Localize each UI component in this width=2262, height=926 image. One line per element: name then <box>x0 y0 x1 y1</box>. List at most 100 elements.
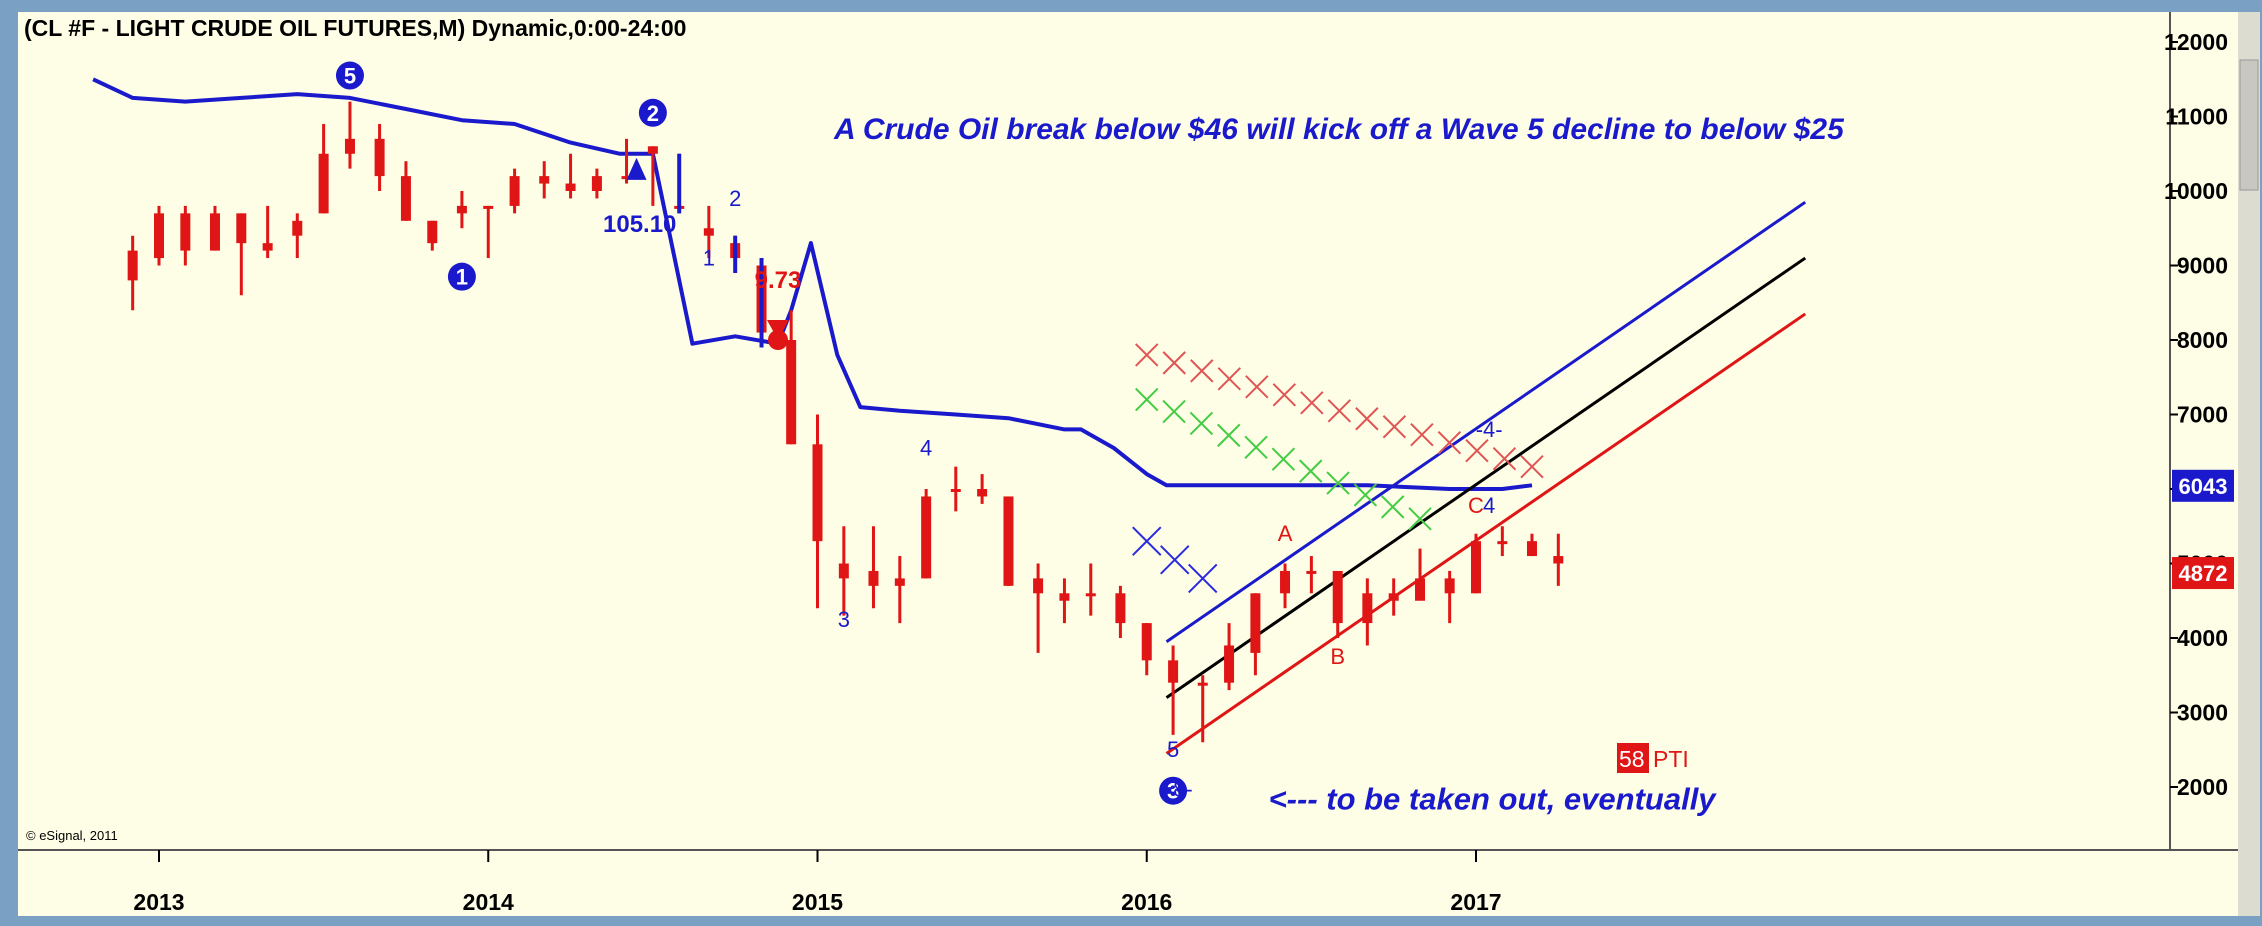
x-marker <box>1245 375 1269 399</box>
x-marker <box>1326 471 1350 495</box>
x-marker <box>1189 411 1214 436</box>
candle-body <box>1497 541 1508 545</box>
pti-label: PTI <box>1653 746 1689 772</box>
x-marker <box>1217 367 1242 391</box>
x-tick-label: 2014 <box>463 889 514 915</box>
wave-label: 5 <box>1167 737 1179 762</box>
price-label: 105.10 <box>603 211 676 238</box>
candle-body <box>1362 593 1373 624</box>
wave-circle <box>638 98 667 127</box>
x-marker <box>1135 343 1159 367</box>
price-tag-box <box>2172 557 2234 590</box>
candle-body <box>236 213 247 244</box>
candle-body <box>1141 623 1152 661</box>
y-tick-label: 4000 <box>2177 625 2228 651</box>
wave-label: 8- <box>1173 777 1193 802</box>
x-marker <box>1160 545 1190 575</box>
candle-body <box>374 138 385 177</box>
wave-circle <box>1159 776 1188 805</box>
candle-body <box>1197 682 1208 686</box>
pti-box <box>1617 743 1649 773</box>
candle-body <box>509 176 520 206</box>
candle-body <box>1085 593 1096 597</box>
candle-body <box>292 220 303 236</box>
x-marker <box>1272 383 1297 407</box>
candle-body <box>894 578 905 586</box>
candle-body <box>209 213 220 251</box>
wave-label: -4- <box>1476 417 1503 442</box>
candle-body <box>427 220 438 244</box>
x-marker <box>1300 391 1324 415</box>
candle-body <box>1059 593 1070 601</box>
candle-body <box>977 489 988 497</box>
x-marker <box>1190 359 1214 383</box>
wave-label: 4 <box>920 435 932 460</box>
channel-line-upper <box>1165 200 1807 643</box>
candle-body <box>812 444 823 542</box>
y-axis-panel <box>2170 12 2238 850</box>
y-tick-label: 12000 <box>2164 29 2228 55</box>
chart-title: (CL #F - LIGHT CRUDE OIL FUTURES,M) Dyna… <box>24 15 686 41</box>
wave-circle-label: 3 <box>1167 779 1179 804</box>
x-marker <box>1355 407 1379 431</box>
x-tick-label: 2017 <box>1450 889 1501 915</box>
candle-body <box>621 176 632 180</box>
trend-line <box>92 77 1533 491</box>
wave-label: B <box>1330 644 1345 669</box>
candle-body <box>1444 578 1455 594</box>
x-marker <box>1135 387 1159 412</box>
candle-body <box>786 340 797 445</box>
candle-body <box>1280 570 1291 594</box>
x-marker <box>1162 351 1186 375</box>
candle-body <box>1168 660 1179 683</box>
x-marker <box>1380 495 1405 519</box>
wave-label: 3 <box>838 607 850 632</box>
wave-circle-label: 1 <box>456 265 468 290</box>
candle-body <box>1250 593 1261 653</box>
y-tick-label: 8000 <box>2177 327 2228 353</box>
x-marker <box>1520 454 1544 479</box>
x-marker <box>1217 423 1241 448</box>
y-tick-label: 2000 <box>2177 774 2228 800</box>
wave-circle-label: 2 <box>647 101 659 126</box>
channel-line-middle <box>1165 256 1807 699</box>
candle-body <box>1553 556 1564 564</box>
wave-circle <box>447 262 476 291</box>
channel-line-lower <box>1165 312 1807 755</box>
candles-layer <box>127 101 1564 743</box>
wave-label: C <box>1468 493 1484 518</box>
candle-body <box>1003 496 1014 586</box>
price-tag-label: 4872 <box>2179 561 2228 586</box>
candle-body <box>539 176 550 184</box>
x-marker <box>1437 430 1462 455</box>
candle-body <box>400 176 411 221</box>
candle-body <box>1306 570 1317 574</box>
wave-circle-label: 5 <box>344 64 356 89</box>
x-marker <box>1299 459 1323 483</box>
candle-body <box>1033 578 1044 594</box>
x-marker <box>1382 415 1407 439</box>
candle-body <box>1332 570 1343 624</box>
candle-body <box>838 563 849 579</box>
candle-body <box>921 496 932 579</box>
x-marker <box>1327 399 1352 423</box>
candle-body <box>483 205 494 209</box>
candle-body <box>565 183 576 191</box>
scrollbar-thumb[interactable] <box>2239 59 2259 191</box>
wave-circle <box>335 61 364 90</box>
candle-body <box>1415 578 1426 601</box>
up-arrow-icon <box>626 157 647 180</box>
candle-body <box>127 250 138 281</box>
wave-label: 2 <box>729 186 741 211</box>
x-marker <box>1162 399 1186 424</box>
scrollbar-track[interactable] <box>2238 12 2260 916</box>
x-marker <box>1492 446 1517 471</box>
x-marker <box>1271 447 1296 471</box>
candle-body <box>1471 541 1481 594</box>
x-marker <box>1188 563 1218 594</box>
candle-body <box>1224 645 1235 683</box>
y-tick-label: 7000 <box>2177 402 2228 428</box>
candle-body <box>344 138 355 154</box>
x-tick-label: 2015 <box>792 889 843 915</box>
